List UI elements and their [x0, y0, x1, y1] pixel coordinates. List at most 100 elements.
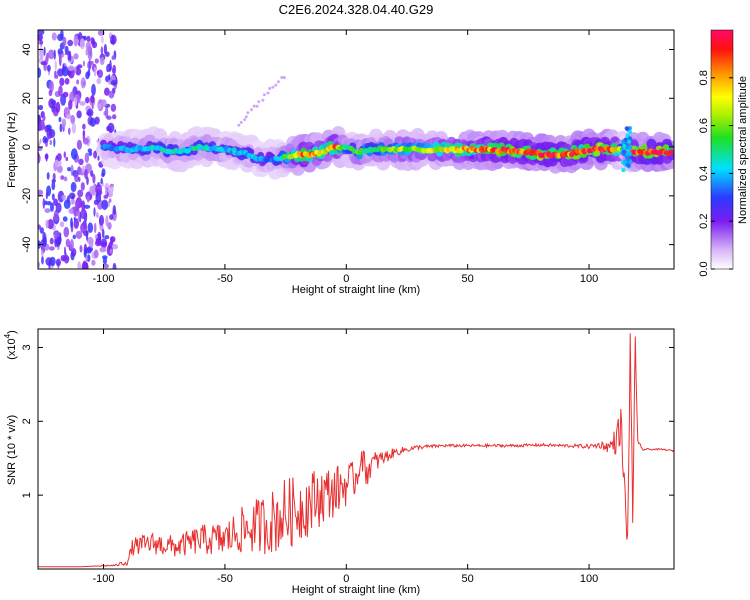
- spectrogram-streak-point: [246, 111, 250, 115]
- spectrogram-noise-blob: [62, 36, 67, 47]
- spectrogram-streak-point: [255, 104, 259, 108]
- spectrogram-noise-blob: [67, 167, 72, 172]
- spectrogram-noise-blob: [48, 89, 53, 97]
- spectrogram-noise-blob: [100, 46, 104, 55]
- spectrogram-noise-blob: [95, 192, 102, 203]
- spectrogram-noise-blob: [75, 199, 80, 212]
- spectrogram-noise-blob: [54, 60, 57, 72]
- spectrogram-noise-blob: [86, 195, 90, 203]
- spectrogram-noise-blob: [101, 228, 105, 239]
- spectrogram-panel: -100 -50 0 50 100 -40 -20 0 20 40 Height of stra…: [6, 29, 675, 296]
- spectrogram-noise-blob: [100, 100, 107, 108]
- spectrogram-noise-blob: [85, 247, 92, 254]
- spectrogram-noise-blob: [84, 169, 88, 180]
- spectrogram-noise-blob: [58, 116, 62, 123]
- spectrogram-spike-point: [622, 159, 628, 164]
- spectrogram-noise-blob: [44, 208, 51, 214]
- spectrogram-noise-blob: [51, 32, 57, 41]
- spectrogram-noise-blob: [42, 115, 46, 122]
- spectrogram-noise-blob: [67, 50, 71, 61]
- spectrogram-noise-blob: [93, 150, 98, 159]
- spectrogram-noise-blob: [94, 234, 98, 239]
- snr-x-ticks: -100 -50 0 50 100: [93, 329, 598, 585]
- spectrogram-noise-blob: [103, 194, 109, 199]
- spectrogram-noise-blob: [65, 51, 69, 56]
- spectrogram-noise-blob: [108, 198, 112, 203]
- spectrogram-noise-blob: [84, 152, 90, 164]
- spectrogram-noise-blob: [63, 176, 68, 182]
- spectrogram-spike-point: [626, 139, 632, 144]
- spectrogram-noise-blob: [58, 85, 63, 97]
- x-tick-label: 100: [580, 573, 598, 585]
- spectrogram-noise-blob: [38, 153, 41, 164]
- spectrogram-noise-blob: [40, 61, 47, 66]
- spectrogram-noise-blob: [74, 172, 79, 183]
- spectrogram-noise-blob: [98, 214, 105, 226]
- spectrogram-noise-blob: [94, 239, 102, 247]
- spectrogram-streak-point: [244, 115, 248, 119]
- spectrogram-noise-blob: [99, 56, 105, 66]
- spectrogram-noise-blob: [59, 77, 65, 87]
- x-tick-label: 100: [580, 273, 598, 285]
- spectrogram-noise-blob: [86, 110, 92, 116]
- spectrogram-noise-blob: [38, 142, 41, 147]
- spectrogram-noise-blob: [109, 59, 112, 72]
- spectrogram-noise-blob: [94, 58, 100, 64]
- y-tick-label: -20: [21, 188, 33, 204]
- spectrogram-noise-blob: [65, 238, 71, 248]
- spectrogram-noise-blob: [49, 237, 54, 245]
- spectrogram-noise-blob: [92, 173, 96, 184]
- spectrogram-streak-point: [262, 93, 266, 97]
- spectrogram-noise-blob: [46, 201, 52, 206]
- spectrogram-noise-blob: [80, 182, 85, 191]
- x-tick-label: 0: [343, 273, 349, 285]
- spectrogram-noise-blob: [76, 110, 82, 119]
- spectrogram-noise-blob: [109, 214, 114, 221]
- spectrogram-spike-point: [621, 139, 626, 144]
- spectrogram-spike-point: [624, 126, 629, 131]
- snr-y-axis-label: SNR (10 * v/v): [6, 415, 18, 485]
- spectrogram-noise-blob: [100, 238, 108, 249]
- spectrogram-noise-blob: [107, 222, 112, 230]
- spectrogram-streak-point: [243, 118, 247, 122]
- spectrogram-x-ticks: -100 -50 0 50 100: [93, 30, 598, 285]
- y-tick-label: 40: [21, 43, 33, 55]
- svg-text:(x104): (x104): [3, 330, 18, 360]
- spectrogram-noise-blob: [85, 262, 89, 269]
- spectrogram-spike-point: [621, 167, 626, 173]
- spectrogram-noise-blob: [100, 177, 103, 184]
- spectrogram-noise-blob: [93, 181, 96, 193]
- spectrogram-noise-blob: [83, 137, 89, 145]
- spectrogram-noise-blob: [110, 80, 117, 86]
- snr-series-line: [38, 333, 674, 568]
- spectrogram-noise-blob: [80, 222, 88, 234]
- spectrogram-noise-blob: [96, 78, 102, 85]
- spectrogram-noise-blob: [109, 248, 113, 254]
- spectrogram-noise-blob: [47, 219, 54, 230]
- colorbar-tick-label: 0.0: [698, 261, 710, 276]
- spectrogram-noise-blob: [81, 200, 86, 212]
- spectrogram-noise-blob: [64, 78, 70, 85]
- spectrogram-noise-blob: [38, 114, 42, 125]
- spectrogram-noise-blob: [102, 255, 108, 260]
- spectrogram-spike-point: [625, 133, 630, 138]
- spectrogram-noise-blob: [46, 64, 51, 72]
- y-tick-label: 2: [21, 418, 33, 424]
- spectrogram-noise-blob: [42, 236, 47, 247]
- spectrogram-noise-blob: [83, 204, 91, 209]
- spectrogram-noise-blob: [38, 104, 44, 111]
- spectrogram-noise-blob: [103, 43, 107, 55]
- spectrogram-noise-blob: [101, 172, 105, 177]
- spectrogram-noise-blob: [91, 259, 96, 266]
- spectrogram-noise-blob: [45, 257, 52, 266]
- spectrogram-streak-point: [261, 98, 265, 102]
- spectrogram-streak-point: [257, 100, 261, 104]
- y-tick-label: 0: [21, 144, 33, 150]
- x-tick-label: 50: [462, 573, 474, 585]
- spectrogram-noise-blob: [50, 202, 54, 212]
- spectrogram-noise-blob: [69, 239, 74, 251]
- spectrogram-noise-blob: [111, 55, 115, 60]
- spectrogram-noise-blob: [54, 70, 57, 77]
- spectrogram-noise-blob: [86, 35, 91, 43]
- spectrogram-streak-point: [268, 87, 272, 90]
